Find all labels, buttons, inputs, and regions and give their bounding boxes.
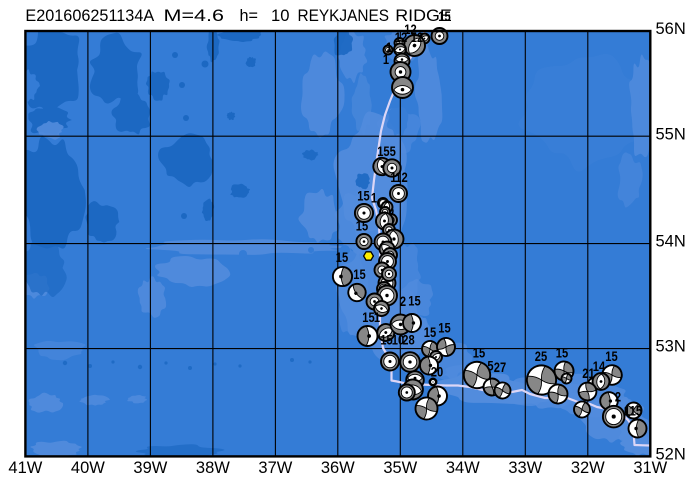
svg-text:15: 15 — [438, 8, 451, 24]
svg-text:REYKJANES: REYKJANES — [298, 6, 390, 25]
svg-text:55N: 55N — [656, 125, 686, 143]
svg-text:5: 5 — [487, 358, 493, 374]
svg-text:53N: 53N — [656, 338, 686, 356]
svg-text:25: 25 — [535, 348, 548, 364]
svg-text:15: 15 — [336, 249, 349, 265]
svg-text:20: 20 — [431, 364, 444, 380]
svg-text:1: 1 — [386, 39, 392, 55]
svg-text:12: 12 — [395, 29, 408, 45]
svg-text:32W: 32W — [571, 459, 605, 477]
svg-text:12: 12 — [404, 21, 417, 37]
svg-text:E201606251134A: E201606251134A — [25, 6, 154, 25]
svg-text:21: 21 — [582, 365, 595, 381]
svg-text:10: 10 — [392, 332, 405, 348]
svg-text:14: 14 — [593, 358, 606, 374]
svg-text:15: 15 — [362, 309, 375, 325]
svg-text:1: 1 — [374, 309, 380, 325]
svg-text:15: 15 — [473, 345, 486, 361]
svg-text:RIDGE: RIDGE — [395, 6, 452, 25]
svg-text:2: 2 — [400, 293, 406, 309]
svg-text:M=4.6: M=4.6 — [164, 6, 225, 25]
svg-text:1: 1 — [383, 51, 389, 67]
svg-text:34W: 34W — [446, 459, 480, 477]
svg-text:15: 15 — [356, 218, 369, 234]
svg-text:39W: 39W — [133, 459, 167, 477]
svg-text:15: 15 — [408, 293, 421, 309]
svg-text:37W: 37W — [258, 459, 292, 477]
svg-text:36W: 36W — [321, 459, 355, 477]
svg-text:115: 115 — [624, 403, 643, 419]
svg-text:28: 28 — [402, 332, 415, 348]
svg-text:15: 15 — [380, 332, 393, 348]
svg-text:40W: 40W — [71, 459, 105, 477]
svg-text:56N: 56N — [656, 20, 686, 38]
svg-text:38W: 38W — [196, 459, 230, 477]
svg-text:27: 27 — [494, 359, 507, 375]
svg-text:15: 15 — [424, 324, 437, 340]
svg-text:1: 1 — [390, 169, 396, 185]
svg-text:15: 15 — [605, 348, 618, 364]
svg-text:52N: 52N — [656, 446, 686, 464]
svg-text:35W: 35W — [383, 459, 417, 477]
svg-text:15: 15 — [353, 266, 366, 282]
svg-text:1: 1 — [371, 190, 377, 206]
svg-text:12: 12 — [395, 169, 408, 185]
svg-text:2: 2 — [615, 389, 621, 405]
svg-text:31W: 31W — [633, 459, 667, 477]
svg-text:155: 155 — [377, 143, 396, 159]
svg-text:h=: h= — [240, 6, 259, 25]
svg-text:15: 15 — [556, 345, 569, 361]
svg-text:33W: 33W — [508, 459, 542, 477]
svg-text:15: 15 — [438, 320, 451, 336]
svg-text:54N: 54N — [656, 233, 686, 251]
svg-text:12: 12 — [411, 29, 424, 45]
svg-text:10: 10 — [271, 6, 290, 25]
svg-text:15: 15 — [357, 188, 370, 204]
svg-text:41W: 41W — [8, 459, 42, 477]
